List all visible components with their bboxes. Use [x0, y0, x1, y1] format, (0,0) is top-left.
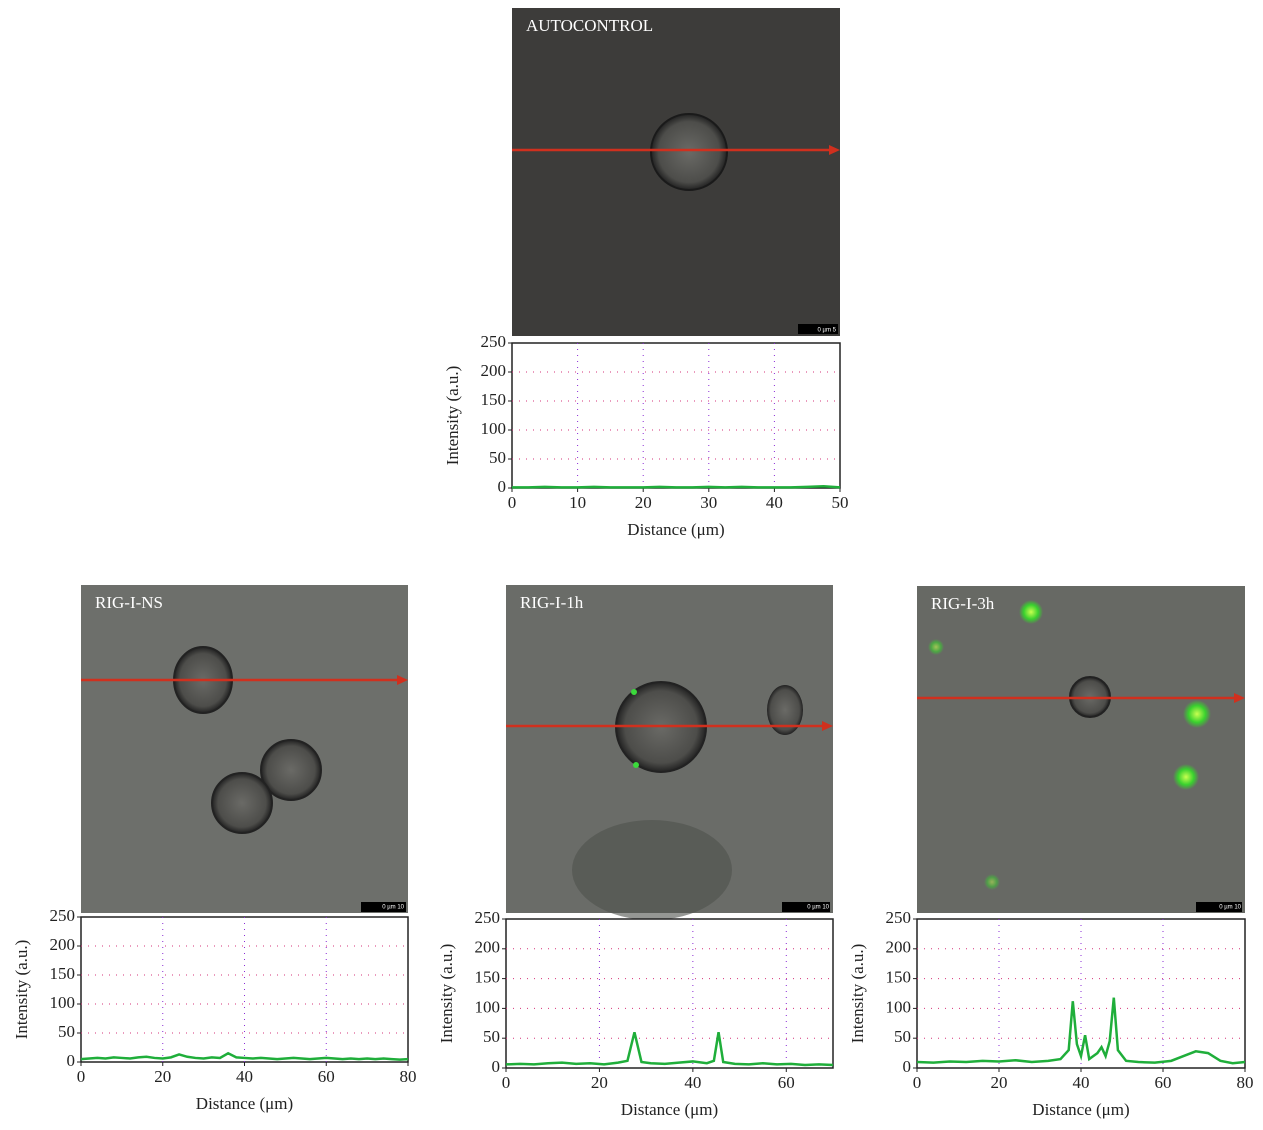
x-axis-label: Distance (μm) [196, 1094, 293, 1113]
x-tick-label: 40 [1073, 1073, 1090, 1092]
y-tick-label: 200 [481, 361, 507, 380]
y-axis-label: Intensity (a.u.) [12, 940, 31, 1040]
y-tick-label: 250 [475, 908, 501, 927]
y-tick-label: 150 [475, 968, 501, 987]
x-tick-label: 80 [400, 1067, 417, 1086]
y-tick-label: 50 [894, 1027, 911, 1046]
y-tick-label: 200 [475, 938, 501, 957]
y-axis-label: Intensity (a.u.) [437, 944, 456, 1044]
micrograph [512, 8, 840, 336]
y-tick-label: 250 [886, 908, 912, 927]
y-tick-label: 100 [481, 419, 507, 438]
y-tick-label: 100 [50, 993, 76, 1012]
x-tick-label: 20 [635, 493, 652, 512]
x-tick-label: 20 [591, 1073, 608, 1092]
y-tick-label: 250 [50, 906, 76, 925]
x-tick-label: 40 [684, 1073, 701, 1092]
x-tick-label: 60 [778, 1073, 795, 1092]
panel-label: RIG-I-1h [520, 593, 584, 612]
y-tick-label: 200 [50, 935, 76, 954]
panel-label: RIG-I-NS [95, 593, 163, 612]
y-tick-label: 0 [492, 1057, 501, 1076]
x-tick-label: 0 [508, 493, 517, 512]
plot-area [511, 342, 841, 489]
y-tick-label: 150 [481, 390, 507, 409]
y-tick-label: 250 [481, 332, 507, 351]
micrograph [917, 586, 1245, 913]
y-axis-label: Intensity (a.u.) [443, 366, 462, 466]
x-tick-label: 60 [318, 1067, 335, 1086]
scale-bar-label: 0 µm 5 [818, 328, 837, 334]
x-tick-label: 0 [913, 1073, 922, 1092]
y-tick-label: 150 [886, 968, 912, 987]
intensity-line [512, 485, 841, 489]
intensity-line [916, 997, 1246, 1065]
scale-bar-label: 0 µm 10 [382, 905, 404, 911]
y-tick-label: 100 [475, 997, 501, 1016]
y-tick-label: 100 [886, 997, 912, 1016]
x-tick-label: 50 [832, 493, 849, 512]
y-tick-label: 0 [498, 477, 507, 496]
intensity-line [505, 1031, 834, 1067]
y-tick-label: 0 [903, 1057, 912, 1076]
y-tick-label: 50 [58, 1022, 75, 1041]
scale-bar-label: 0 µm 10 [807, 905, 829, 911]
x-tick-label: 40 [766, 493, 783, 512]
x-tick-label: 60 [1155, 1073, 1172, 1092]
y-tick-label: 0 [67, 1051, 76, 1070]
x-tick-label: 20 [154, 1067, 171, 1086]
x-tick-label: 20 [991, 1073, 1008, 1092]
x-tick-label: 30 [700, 493, 717, 512]
y-axis-label: Intensity (a.u.) [848, 944, 867, 1044]
micrograph [81, 585, 408, 913]
x-tick-label: 80 [1237, 1073, 1254, 1092]
x-axis-label: Distance (μm) [1032, 1100, 1129, 1119]
x-tick-label: 10 [569, 493, 586, 512]
y-tick-label: 50 [483, 1027, 500, 1046]
y-tick-label: 150 [50, 964, 76, 983]
panel-label: AUTOCONTROL [526, 16, 653, 35]
x-tick-label: 0 [77, 1067, 86, 1086]
micrograph [506, 585, 833, 920]
x-tick-label: 0 [502, 1073, 511, 1092]
x-axis-label: Distance (μm) [621, 1100, 718, 1119]
panel-label: RIG-I-3h [931, 594, 995, 613]
intensity-line [80, 1051, 409, 1061]
y-tick-label: 50 [489, 448, 506, 467]
y-tick-label: 200 [886, 938, 912, 957]
x-axis-label: Distance (μm) [627, 520, 724, 539]
plot-area [505, 918, 834, 1069]
x-tick-label: 40 [236, 1067, 253, 1086]
scale-bar-label: 0 µm 10 [1219, 905, 1241, 911]
